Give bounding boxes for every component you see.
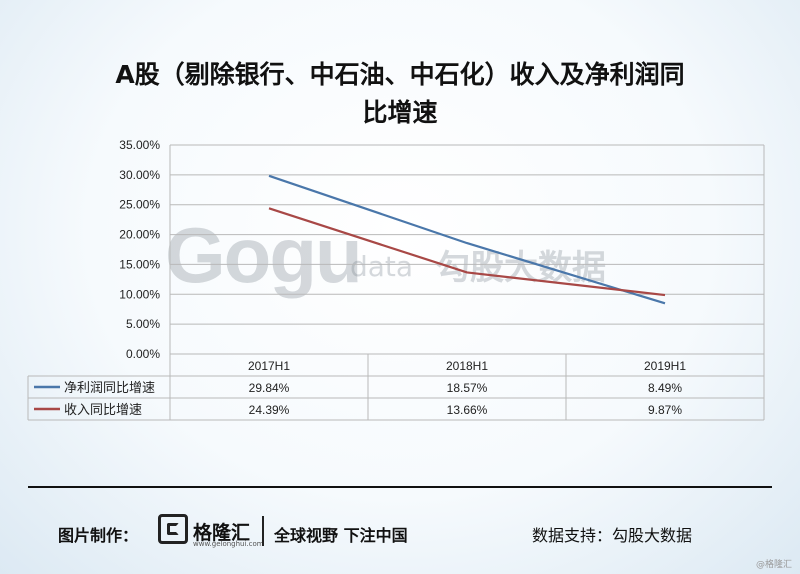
brand-name: 格隆汇: [193, 522, 251, 544]
watermark-logo: Gogu: [165, 211, 363, 299]
chart-title: A股（剔除银行、中石油、中石化）收入及净利润同 比增速: [60, 56, 740, 132]
y-tick-label: 15.00%: [119, 257, 160, 271]
series-line: [268, 207, 666, 297]
x-tick-label: 2019H1: [644, 359, 686, 373]
legend-label: 净利润同比增速: [64, 381, 155, 396]
y-tick-label: 30.00%: [119, 168, 160, 182]
y-tick-label: 5.00%: [126, 317, 160, 331]
brand-url: www.gelonghui.com: [193, 540, 264, 548]
legend-label: 收入同比增速: [64, 403, 142, 418]
series-line: [268, 174, 666, 305]
data-label: 18.57%: [447, 381, 488, 395]
data-label: 9.87%: [648, 403, 682, 417]
chart-title-line2: 比增速: [362, 98, 438, 127]
data-label: 8.49%: [648, 381, 682, 395]
data-source: 数据支持：勾股大数据: [532, 526, 693, 545]
data-label: 13.66%: [447, 403, 488, 417]
y-tick-label: 25.00%: [119, 198, 160, 212]
x-tick-label: 2018H1: [446, 359, 488, 373]
corner-watermark: @格隆汇: [755, 560, 792, 570]
y-tick-label: 35.00%: [119, 138, 160, 152]
watermark-sub: data: [350, 250, 414, 283]
credit-label: 图片制作：: [58, 526, 139, 545]
chart-title-line1: A股（剔除银行、中石油、中石化）收入及净利润同: [115, 60, 685, 89]
brand-divider: [262, 516, 264, 546]
x-tick-label: 2017H1: [248, 359, 290, 373]
watermark-text: 勾股大数据: [436, 248, 606, 288]
brand-logo-icon: [158, 514, 188, 544]
data-label: 29.84%: [249, 381, 290, 395]
y-tick-label: 10.00%: [119, 287, 160, 301]
y-tick-label: 0.00%: [126, 347, 160, 361]
line-chart: 0.00% 5.00% 10.00% 15.00% 20.00% 25.00% 30.00%…: [27, 138, 765, 421]
y-tick-label: 20.00%: [119, 228, 160, 242]
data-label: 24.39%: [249, 403, 290, 417]
footer-divider: [28, 486, 772, 488]
slogan: 全球视野 下注中国: [274, 526, 408, 545]
